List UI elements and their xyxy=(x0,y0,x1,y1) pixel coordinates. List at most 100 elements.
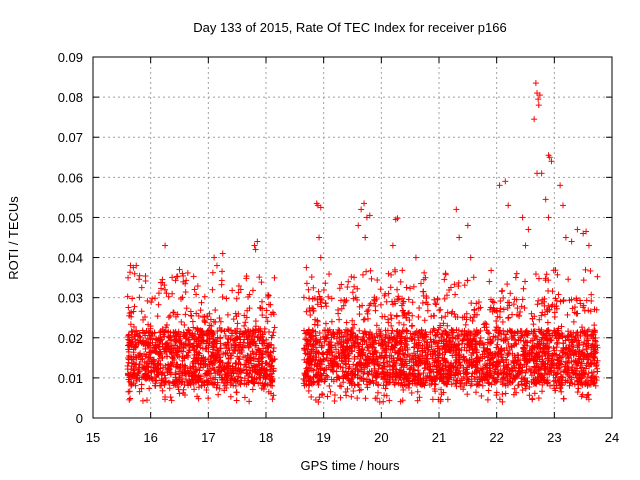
data-point xyxy=(249,340,256,347)
data-point xyxy=(133,354,140,361)
data-point xyxy=(320,286,327,293)
data-point xyxy=(167,312,174,319)
data-point xyxy=(159,387,166,394)
data-point xyxy=(179,378,186,385)
data-point xyxy=(191,386,198,393)
data-point xyxy=(461,344,468,351)
data-point xyxy=(138,308,145,315)
data-point xyxy=(225,335,232,342)
data-point xyxy=(131,331,138,338)
data-point xyxy=(263,307,270,314)
data-point xyxy=(211,360,218,367)
data-point xyxy=(148,375,155,382)
data-point xyxy=(144,397,151,404)
data-point xyxy=(331,392,338,399)
data-point xyxy=(593,306,600,313)
data-point xyxy=(237,339,244,346)
data-point xyxy=(198,354,205,361)
data-point xyxy=(206,310,213,317)
data-point xyxy=(259,340,266,347)
data-point xyxy=(145,354,152,361)
data-point xyxy=(259,331,266,338)
data-point xyxy=(210,349,217,356)
data-point xyxy=(267,352,274,359)
data-point xyxy=(188,312,195,319)
data-point xyxy=(187,308,194,315)
data-point xyxy=(167,345,174,352)
data-point xyxy=(248,374,255,381)
data-point xyxy=(191,286,198,293)
data-point xyxy=(168,397,175,404)
data-point xyxy=(241,322,248,329)
data-point xyxy=(175,328,182,335)
data-point xyxy=(565,328,572,335)
data-point xyxy=(243,273,250,280)
data-point xyxy=(129,373,136,380)
data-point xyxy=(162,286,169,293)
data-point xyxy=(269,396,276,403)
data-point xyxy=(258,279,265,286)
data-point xyxy=(136,368,143,375)
data-point xyxy=(158,285,165,292)
data-point xyxy=(179,372,186,379)
data-point xyxy=(161,333,168,340)
x-tick-label: 22 xyxy=(489,430,503,445)
data-point xyxy=(238,348,245,355)
data-point xyxy=(230,316,237,323)
data-point xyxy=(173,273,180,280)
data-point xyxy=(367,267,374,274)
data-point xyxy=(195,384,202,391)
data-point xyxy=(220,350,227,357)
data-point xyxy=(158,336,165,343)
data-point xyxy=(558,388,565,395)
data-point xyxy=(148,333,155,340)
data-point xyxy=(245,344,252,351)
data-point xyxy=(154,313,161,320)
data-point xyxy=(266,354,273,361)
data-point xyxy=(167,329,174,336)
data-point xyxy=(172,313,179,320)
data-point xyxy=(235,373,242,380)
data-point xyxy=(227,352,234,359)
data-point xyxy=(201,379,208,386)
data-point xyxy=(242,361,249,368)
data-point xyxy=(207,356,214,363)
data-point xyxy=(167,394,174,401)
data-point xyxy=(264,349,271,356)
data-point xyxy=(405,296,412,303)
data-point xyxy=(165,293,172,300)
data-point xyxy=(219,268,226,275)
data-point xyxy=(172,277,179,284)
data-point xyxy=(127,269,134,276)
data-point xyxy=(131,366,138,373)
data-point xyxy=(269,332,276,339)
data-point xyxy=(208,328,215,335)
data-point xyxy=(333,368,340,375)
data-point xyxy=(585,370,592,377)
data-point xyxy=(255,334,262,341)
y-tick-label: 0 xyxy=(76,411,83,426)
data-point xyxy=(139,355,146,362)
data-point xyxy=(144,335,151,342)
data-point xyxy=(216,385,223,392)
data-point xyxy=(205,377,212,384)
data-point xyxy=(263,314,270,321)
data-point xyxy=(270,348,277,355)
data-point xyxy=(265,291,272,298)
x-tick-label: 17 xyxy=(201,430,215,445)
data-point xyxy=(201,293,208,300)
data-point xyxy=(176,376,183,383)
data-point xyxy=(155,301,162,308)
data-point xyxy=(141,371,148,378)
data-point xyxy=(218,367,225,374)
data-point xyxy=(536,316,543,323)
data-point xyxy=(193,310,200,317)
data-point xyxy=(517,308,524,315)
data-point xyxy=(360,316,367,323)
data-point xyxy=(150,364,157,371)
data-point xyxy=(243,334,250,341)
data-point xyxy=(305,286,312,293)
data-point xyxy=(189,330,196,337)
data-point xyxy=(252,329,259,336)
data-point xyxy=(249,386,256,393)
